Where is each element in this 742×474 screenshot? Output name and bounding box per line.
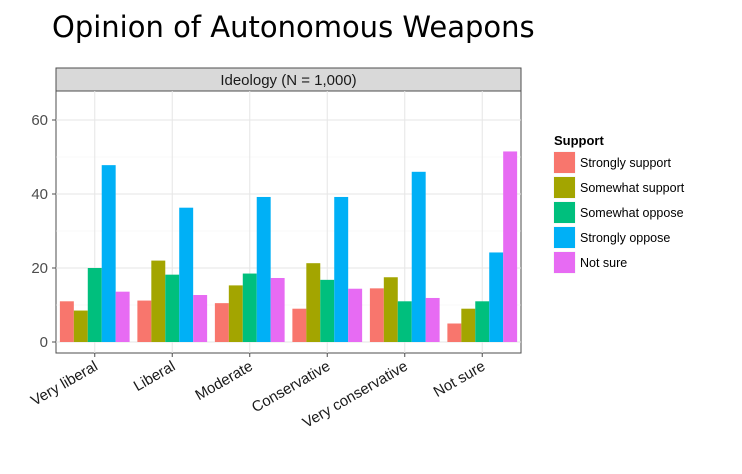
- x-axis: Very liberal Liberal ModerateConservativeV…: [28, 353, 488, 432]
- bar-somewhat-oppose-conservative: [320, 279, 335, 342]
- bar-not-sure-very-liberal: [115, 291, 130, 342]
- bar-not-sure-moderate: [270, 277, 285, 342]
- bar-strongly-oppose-not-sure: [489, 252, 504, 342]
- bar-somewhat-oppose-moderate: [242, 273, 257, 342]
- bar-not-sure-liberal: [193, 295, 208, 342]
- legend-key: [554, 152, 575, 173]
- bar-strongly-support-very-conservative: [369, 288, 384, 342]
- x-tick-label: Liberal: [131, 358, 178, 395]
- bar-not-sure-conservative: [348, 288, 363, 342]
- bar-strongly-support-moderate: [214, 303, 229, 342]
- x-tick-label: Moderate: [192, 358, 255, 404]
- bar-strongly-oppose-moderate: [256, 196, 271, 342]
- bar-somewhat-oppose-very-liberal: [87, 268, 102, 342]
- bar-somewhat-support-very-liberal: [73, 310, 88, 342]
- legend-label: Strongly support: [580, 156, 672, 170]
- grid-lines: [56, 91, 521, 353]
- bar-somewhat-support-conservative: [306, 263, 321, 342]
- y-axis: 0 20 40 60: [31, 112, 56, 351]
- bars: [59, 151, 518, 342]
- bar-strongly-support-conservative: [292, 308, 307, 342]
- y-tick-label: 0: [40, 334, 48, 351]
- bar-somewhat-oppose-very-conservative: [397, 301, 412, 342]
- facet-strip-label: Ideology (N = 1,000): [220, 72, 356, 89]
- page-title: Opinion of Autonomous Weapons: [52, 10, 535, 44]
- bar-somewhat-oppose-not-sure: [475, 301, 490, 342]
- bar-somewhat-support-moderate: [228, 285, 243, 342]
- plot-panel: [55, 90, 522, 354]
- bar-somewhat-support-very-conservative: [383, 277, 398, 342]
- bar-strongly-oppose-very-liberal: [101, 165, 116, 342]
- bar-strongly-support-not-sure: [447, 323, 462, 342]
- y-tick-label: 40: [31, 186, 48, 203]
- y-tick-label: 20: [31, 260, 48, 277]
- bar-strongly-oppose-liberal: [179, 207, 194, 342]
- legend-key: [554, 202, 575, 223]
- x-tick-label: Not sure: [431, 358, 489, 401]
- legend-label: Strongly oppose: [580, 231, 670, 245]
- legend-label: Somewhat support: [580, 181, 685, 195]
- bar-not-sure-very-conservative: [425, 297, 440, 342]
- bar-not-sure-not-sure: [503, 151, 518, 342]
- legend-label: Not sure: [580, 256, 627, 270]
- legend-key: [554, 227, 575, 248]
- legend-key: [554, 177, 575, 198]
- legend-key: [554, 252, 575, 273]
- bar-strongly-support-very-liberal: [59, 301, 74, 342]
- legend: Support Strongly support Somewhat support…: [552, 133, 685, 275]
- legend-title: Support: [554, 133, 604, 148]
- y-tick-label: 60: [31, 112, 48, 129]
- bar-somewhat-oppose-liberal: [165, 274, 180, 342]
- bar-strongly-oppose-very-conservative: [411, 171, 426, 342]
- bar-somewhat-support-not-sure: [461, 308, 476, 342]
- bar-somewhat-support-liberal: [151, 260, 166, 342]
- x-tick-label: Very liberal: [28, 358, 101, 410]
- bar-strongly-oppose-conservative: [334, 196, 349, 342]
- bar-strongly-support-liberal: [137, 300, 152, 342]
- legend-label: Somewhat oppose: [580, 206, 684, 220]
